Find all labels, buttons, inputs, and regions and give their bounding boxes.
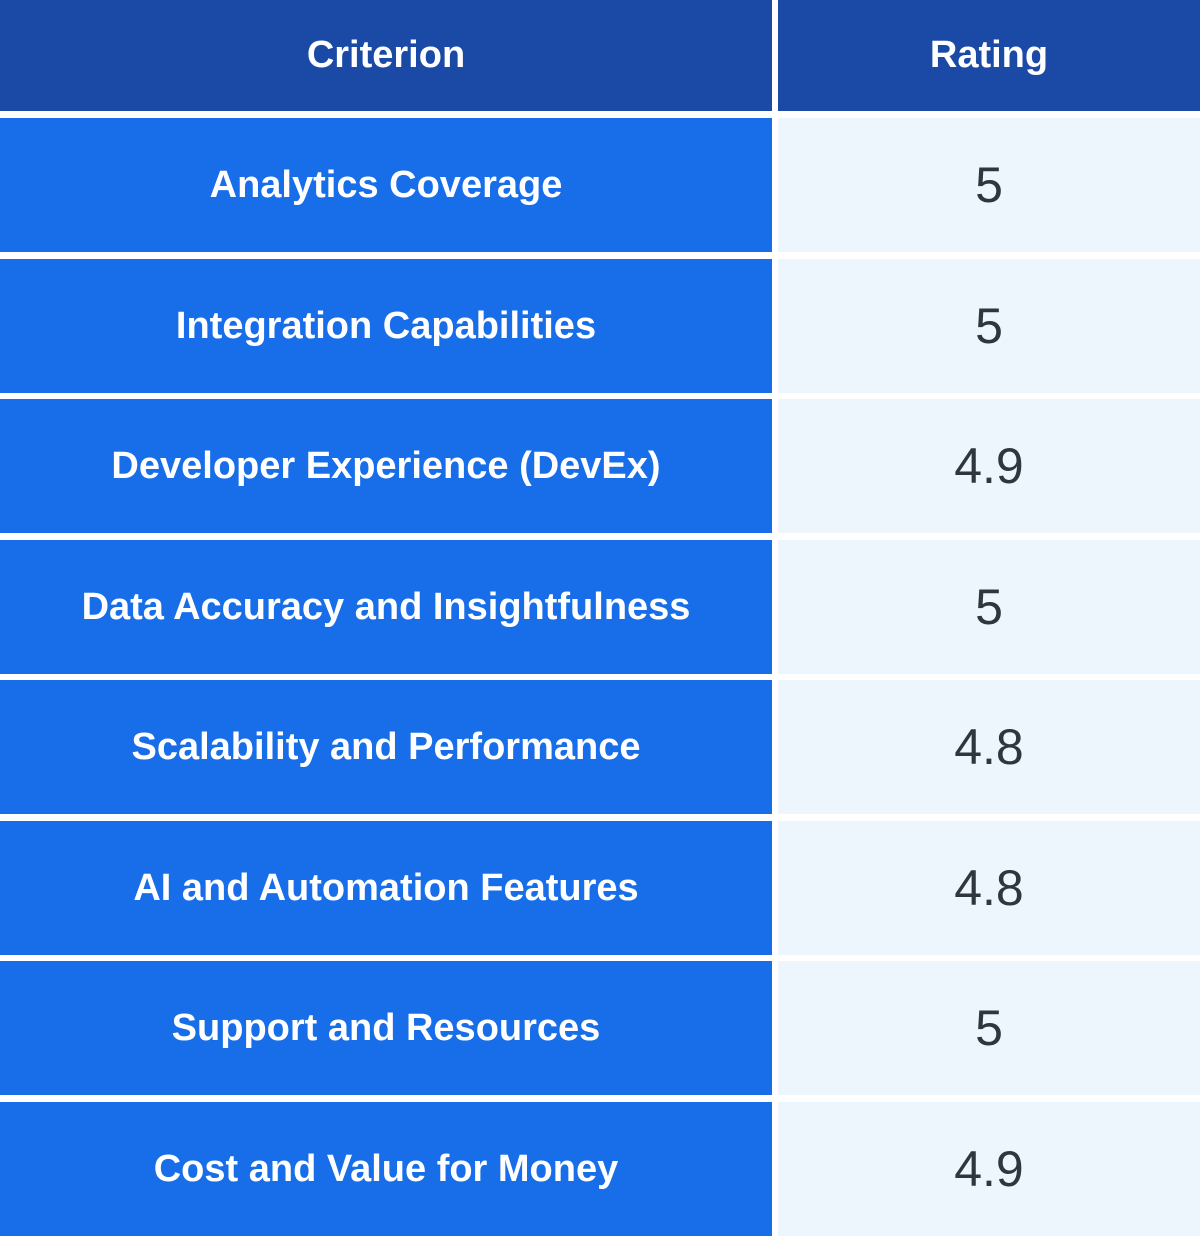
header-criterion: Criterion <box>0 0 772 111</box>
rating-cell: 5 <box>778 961 1200 1095</box>
table-row: Analytics Coverage 5 <box>0 118 1200 252</box>
table-row: Developer Experience (DevEx) 4.9 <box>0 399 1200 533</box>
criterion-cell: Developer Experience (DevEx) <box>0 399 772 533</box>
header-rating: Rating <box>778 0 1200 111</box>
table-row: AI and Automation Features 4.8 <box>0 821 1200 955</box>
rating-cell: 4.8 <box>778 821 1200 955</box>
table-row: Integration Capabilities 5 <box>0 259 1200 393</box>
table-header-row: Criterion Rating <box>0 0 1200 111</box>
rating-cell: 5 <box>778 118 1200 252</box>
rating-cell: 4.9 <box>778 1102 1200 1236</box>
rating-cell: 5 <box>778 259 1200 393</box>
criterion-cell: Integration Capabilities <box>0 259 772 393</box>
criterion-cell: Analytics Coverage <box>0 118 772 252</box>
criterion-cell: Support and Resources <box>0 961 772 1095</box>
rating-cell: 5 <box>778 540 1200 674</box>
table-row: Scalability and Performance 4.8 <box>0 680 1200 814</box>
criterion-cell: Data Accuracy and Insightfulness <box>0 540 772 674</box>
table-row: Cost and Value for Money 4.9 <box>0 1102 1200 1236</box>
criterion-cell: Scalability and Performance <box>0 680 772 814</box>
rating-cell: 4.8 <box>778 680 1200 814</box>
criterion-cell: AI and Automation Features <box>0 821 772 955</box>
table-row: Data Accuracy and Insightfulness 5 <box>0 540 1200 674</box>
table-row: Support and Resources 5 <box>0 961 1200 1095</box>
rating-cell: 4.9 <box>778 399 1200 533</box>
criterion-cell: Cost and Value for Money <box>0 1102 772 1236</box>
